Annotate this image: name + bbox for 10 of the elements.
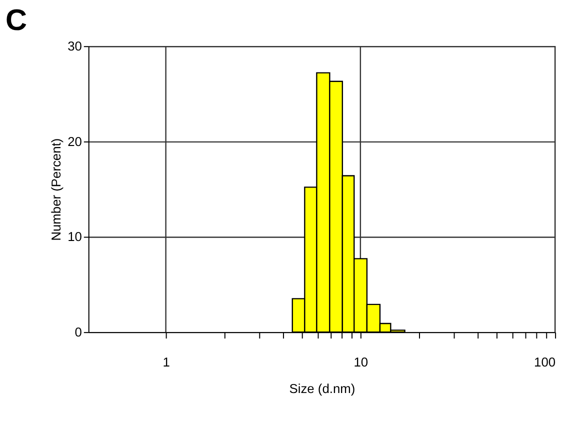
x-tick-label: 10 xyxy=(354,354,368,370)
y-tick-label: 20 xyxy=(68,134,82,149)
y-tick-label: 0 xyxy=(74,324,82,340)
y-tick-label: 10 xyxy=(68,229,82,244)
chart-title: C xyxy=(6,4,27,38)
x-tick-label: 1 xyxy=(162,354,170,370)
y-tick-label: 30 xyxy=(68,38,82,54)
y-axis-title: Number (Percent) xyxy=(48,138,64,241)
x-tick-label: 100 xyxy=(534,354,556,370)
x-axis-title: Size (d.nm) xyxy=(289,381,356,396)
